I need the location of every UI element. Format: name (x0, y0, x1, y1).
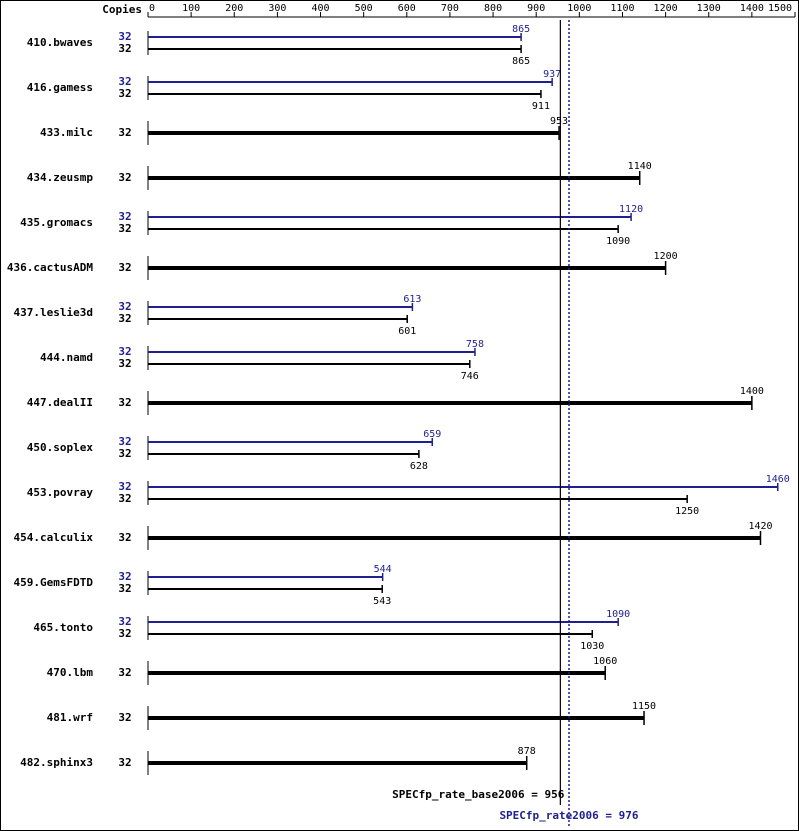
benchmark-name: 450.soplex (27, 441, 94, 454)
value-label: 758 (466, 339, 484, 350)
value-label: 911 (532, 101, 550, 112)
benchmark-name: 465.tonto (33, 621, 93, 634)
x-tick-label: 900 (527, 3, 545, 14)
value-label: 1030 (580, 641, 604, 652)
copies-label: 32 (118, 312, 131, 325)
copies-header: Copies (102, 3, 142, 16)
value-label: 544 (374, 564, 392, 575)
value-label: 1120 (619, 204, 643, 215)
value-label: 1460 (766, 474, 790, 485)
x-tick-label: 100 (182, 3, 200, 14)
copies-label: 32 (118, 627, 131, 640)
benchmark-name: 481.wrf (47, 711, 93, 724)
x-tick-label: 1200 (654, 3, 678, 14)
benchmark-name: 459.GemsFDTD (14, 576, 94, 589)
value-label: 601 (398, 326, 416, 337)
x-tick-label: 1500 (768, 3, 792, 14)
benchmark-name: 436.cactusADM (7, 261, 93, 274)
copies-label: 32 (118, 126, 131, 139)
copies-label: 32 (118, 582, 131, 595)
x-tick-label: 1000 (567, 3, 591, 14)
benchmark-name: 447.dealII (27, 396, 93, 409)
benchmark-name: 435.gromacs (20, 216, 93, 229)
copies-label: 32 (118, 447, 131, 460)
x-tick-label: 1100 (610, 3, 634, 14)
benchmark-name: 482.sphinx3 (20, 756, 93, 769)
value-label: 1420 (748, 521, 772, 532)
value-label: 613 (403, 294, 421, 305)
value-label: 746 (461, 371, 479, 382)
copies-label: 32 (118, 222, 131, 235)
x-tick-label: 1400 (740, 3, 764, 14)
copies-label: 32 (118, 345, 131, 358)
value-label: 1200 (654, 251, 678, 262)
copies-label: 32 (118, 480, 131, 493)
copies-label: 32 (118, 396, 131, 409)
copies-label: 32 (118, 615, 131, 628)
copies-label: 32 (118, 711, 131, 724)
copies-label: 32 (118, 357, 131, 370)
value-label: 1140 (628, 161, 652, 172)
copies-label: 32 (118, 666, 131, 679)
x-tick-label: 400 (312, 3, 330, 14)
copies-label: 32 (118, 300, 131, 313)
value-label: 1250 (675, 506, 699, 517)
copies-label: 32 (118, 75, 131, 88)
value-label: 953 (550, 116, 568, 127)
copies-label: 32 (118, 570, 131, 583)
copies-label: 32 (118, 261, 131, 274)
copies-label: 32 (118, 171, 131, 184)
copies-label: 32 (118, 492, 131, 505)
value-label: 1090 (606, 236, 630, 247)
copies-label: 32 (118, 435, 131, 448)
x-tick-label: 500 (355, 3, 373, 14)
benchmark-name: 433.milc (40, 126, 93, 139)
copies-label: 32 (118, 30, 131, 43)
value-label: 878 (518, 746, 536, 757)
x-tick-label: 300 (268, 3, 286, 14)
x-tick-label: 600 (398, 3, 416, 14)
benchmark-name: 416.gamess (27, 81, 93, 94)
value-label: 659 (423, 429, 441, 440)
benchmark-name: 444.namd (40, 351, 93, 364)
value-label: 937 (543, 69, 561, 80)
value-label: 865 (512, 24, 530, 35)
benchmark-name: 434.zeusmp (27, 171, 94, 184)
copies-label: 32 (118, 87, 131, 100)
value-label: 1090 (606, 609, 630, 620)
x-tick-label: 200 (225, 3, 243, 14)
benchmark-name: 470.lbm (47, 666, 94, 679)
value-label: 628 (410, 461, 428, 472)
value-label: 543 (373, 596, 391, 607)
x-tick-label: 0 (149, 3, 155, 14)
value-label: 1060 (593, 656, 617, 667)
copies-label: 32 (118, 210, 131, 223)
copies-label: 32 (118, 531, 131, 544)
x-tick-label: 700 (441, 3, 459, 14)
value-label: 865 (512, 56, 530, 67)
benchmark-name: 454.calculix (14, 531, 94, 544)
reference-label: SPECfp_rate2006 = 976 (499, 809, 638, 822)
copies-label: 32 (118, 42, 131, 55)
x-tick-label: 800 (484, 3, 502, 14)
benchmark-name: 410.bwaves (27, 36, 93, 49)
benchmark-name: 437.leslie3d (14, 306, 93, 319)
value-label: 1150 (632, 701, 656, 712)
value-label: 1400 (740, 386, 764, 397)
x-tick-label: 1300 (697, 3, 721, 14)
benchmark-name: 453.povray (27, 486, 94, 499)
copies-label: 32 (118, 756, 131, 769)
reference-label: SPECfp_rate_base2006 = 956 (392, 788, 565, 801)
